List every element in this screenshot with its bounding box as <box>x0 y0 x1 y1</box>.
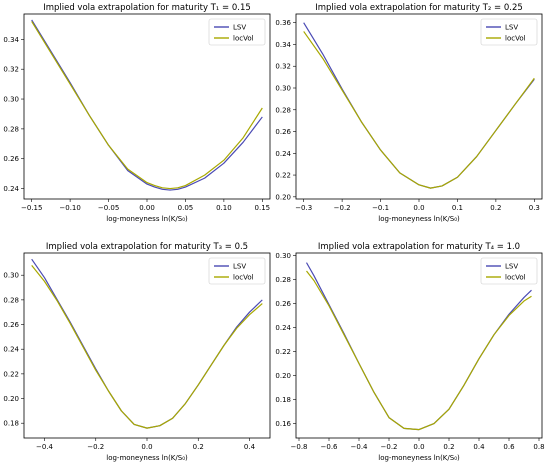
series-line-locvol <box>31 21 263 190</box>
y-tick-label: 0.20 <box>275 193 291 201</box>
x-tick-label: 0.2 <box>443 443 454 451</box>
chart-panel-4: Implied vola extrapolation for maturity … <box>275 242 544 462</box>
x-tick-label: 0.4 <box>473 443 485 451</box>
legend-label: LSV <box>233 263 246 271</box>
x-tick-label: −0.15 <box>21 204 42 212</box>
x-tick-label: −0.3 <box>295 204 312 212</box>
legend-label: locVol <box>233 274 254 282</box>
x-tick-label: 0.1 <box>452 204 463 212</box>
y-tick-label: 0.18 <box>3 420 19 428</box>
x-tick-label: 0.05 <box>178 204 194 212</box>
y-tick-label: 0.32 <box>275 63 291 71</box>
x-axis-label: log-moneyness ln(K/S₀) <box>378 215 460 223</box>
x-tick-label: 0.0 <box>413 204 424 212</box>
chart-title: Implied vola extrapolation for maturity … <box>318 242 520 252</box>
legend: LSV locVol <box>208 18 266 46</box>
y-tick-label: 0.26 <box>275 128 291 136</box>
chart-title: Implied vola extrapolation for maturity … <box>315 3 523 13</box>
x-tick-label: −0.6 <box>321 443 339 451</box>
x-tick-label: 0.2 <box>193 443 204 451</box>
x-tick-label: 0.6 <box>503 443 515 451</box>
chart-panel-2: Implied vola extrapolation for maturity … <box>275 3 543 223</box>
y-tick-label: 0.34 <box>3 36 19 44</box>
y-tick-label: 0.30 <box>275 252 291 260</box>
y-tick-label: 0.30 <box>3 272 19 280</box>
legend-label: locVol <box>233 35 254 43</box>
legend: LSV locVol <box>480 18 538 46</box>
x-tick-label: −0.2 <box>87 443 104 451</box>
legend-label: LSV <box>505 263 518 271</box>
x-tick-label: −0.1 <box>372 204 389 212</box>
x-tick-label: 0.2 <box>490 204 501 212</box>
x-tick-label: −0.10 <box>59 204 80 212</box>
x-axis-label: log-moneyness ln(K/S₀) <box>378 454 460 462</box>
y-tick-label: 0.22 <box>275 172 291 180</box>
legend: LSV locVol <box>480 257 538 285</box>
y-tick-label: 0.32 <box>3 66 19 74</box>
series-line-locvol <box>31 264 263 429</box>
y-tick-label: 0.20 <box>275 372 291 380</box>
y-tick-label: 0.26 <box>3 321 19 329</box>
chart-title: Implied vola extrapolation for maturity … <box>43 3 251 13</box>
y-tick-label: 0.28 <box>3 125 19 133</box>
legend-label: LSV <box>505 24 518 32</box>
x-axis-label: log-moneyness ln(K/S₀) <box>106 454 188 462</box>
legend-label: locVol <box>505 274 526 282</box>
y-tick-label: 0.28 <box>275 106 291 114</box>
x-tick-label: 0.00 <box>139 204 155 212</box>
chart-title: Implied vola extrapolation for maturity … <box>46 242 248 252</box>
y-tick-label: 0.34 <box>275 41 291 49</box>
chart-panel-1: Implied vola extrapolation for maturity … <box>3 3 271 223</box>
y-tick-label: 0.24 <box>275 324 291 332</box>
y-tick-label: 0.26 <box>3 155 19 163</box>
y-tick-label: 0.30 <box>3 96 19 104</box>
y-tick-label: 0.36 <box>275 19 291 27</box>
x-tick-label: 0.4 <box>244 443 256 451</box>
y-tick-label: 0.20 <box>3 395 19 403</box>
x-tick-label: 0.10 <box>216 204 232 212</box>
x-tick-label: −0.05 <box>98 204 119 212</box>
x-tick-label: 0.0 <box>141 443 152 451</box>
x-tick-label: −0.8 <box>291 443 308 451</box>
y-tick-label: 0.26 <box>275 300 291 308</box>
legend-label: LSV <box>233 24 246 32</box>
x-tick-label: 0.8 <box>533 443 544 451</box>
x-axis-label: log-moneyness ln(K/S₀) <box>106 215 188 223</box>
x-tick-label: −0.4 <box>36 443 54 451</box>
y-tick-label: 0.28 <box>275 276 291 284</box>
y-tick-label: 0.24 <box>3 185 19 193</box>
y-tick-label: 0.22 <box>3 370 19 378</box>
x-tick-label: −0.2 <box>381 443 398 451</box>
y-tick-label: 0.22 <box>275 348 291 356</box>
y-tick-label: 0.18 <box>275 396 291 404</box>
y-tick-label: 0.28 <box>3 296 19 304</box>
y-tick-label: 0.16 <box>275 420 291 428</box>
y-tick-label: 0.24 <box>3 346 19 354</box>
legend: LSV locVol <box>208 257 266 285</box>
x-tick-label: 0.3 <box>529 204 540 212</box>
series-line-locvol <box>303 31 535 189</box>
chart-panel-3: Implied vola extrapolation for maturity … <box>3 242 271 462</box>
y-tick-label: 0.24 <box>275 150 291 158</box>
series-line-locvol <box>306 270 532 431</box>
x-tick-label: 0.0 <box>413 443 424 451</box>
x-tick-label: −0.4 <box>351 443 369 451</box>
x-tick-label: 0.15 <box>255 204 271 212</box>
y-tick-label: 0.30 <box>275 85 291 93</box>
legend-label: locVol <box>505 35 526 43</box>
x-tick-label: −0.2 <box>334 204 351 212</box>
